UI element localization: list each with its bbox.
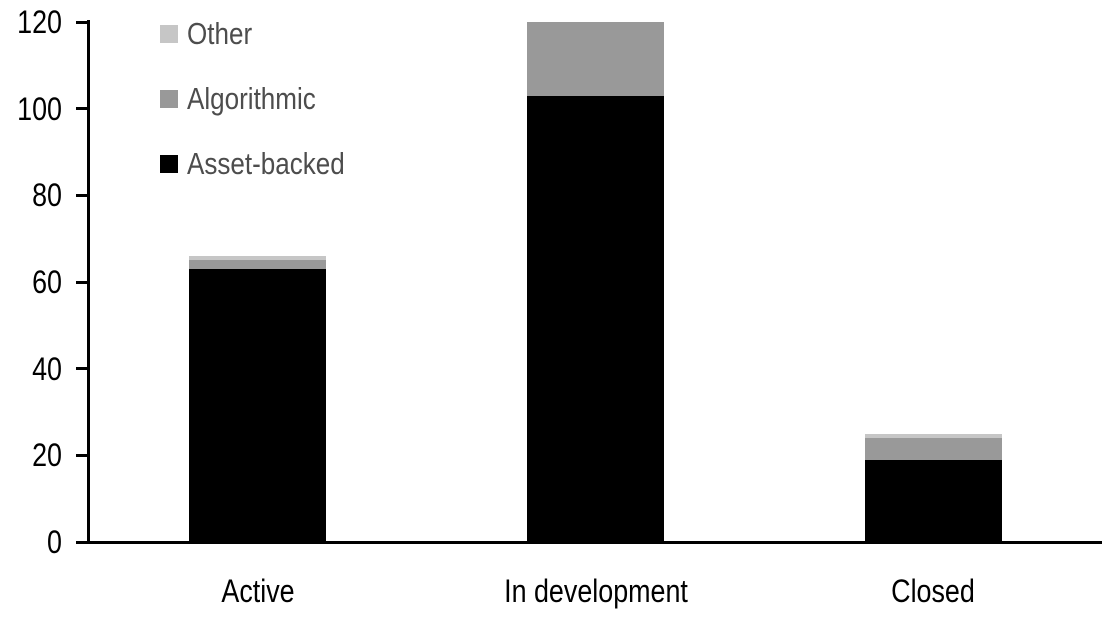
bar-segment-active-asset-backed	[189, 269, 326, 542]
bar-segment-in-development-asset-backed	[527, 95, 664, 542]
y-tick-label-120: 120	[17, 4, 62, 40]
y-tick-label-100: 100	[17, 90, 62, 127]
y-tick-label-60: 60	[32, 264, 62, 300]
legend-item-asset-backed: Asset-backed	[160, 146, 375, 182]
y-tick-mark-100	[76, 107, 87, 111]
x-axis-line	[87, 541, 1102, 544]
y-tick-mark-80	[76, 193, 87, 197]
legend-swatch-algorithmic	[160, 90, 178, 108]
bar-segment-active-other	[189, 256, 326, 261]
bar-segment-active-algorithmic	[189, 260, 326, 269]
y-tick-mark-60	[76, 280, 87, 284]
y-tick-label-80: 80	[32, 177, 62, 214]
bar-active	[189, 22, 326, 542]
legend-item-algorithmic: Algorithmic	[160, 81, 340, 117]
y-tick-label-40: 40	[32, 350, 62, 387]
bar-segment-in-development-algorithmic	[527, 22, 664, 96]
legend-label-algorithmic: Algorithmic	[187, 81, 316, 116]
bar-segment-closed-other	[865, 433, 1002, 438]
y-tick-mark-120	[76, 20, 87, 24]
legend: Other Algorithmic Asset-backed	[160, 16, 420, 206]
bar-in-development	[527, 22, 664, 542]
x-axis-label-closed: Closed	[891, 573, 975, 609]
y-tick-label-0: 0	[47, 524, 62, 560]
y-tick-mark-0	[76, 540, 87, 544]
x-axis-label-active: Active	[221, 573, 295, 609]
legend-label-asset-backed: Asset-backed	[187, 146, 345, 181]
legend-swatch-asset-backed	[160, 155, 178, 173]
bar-segment-closed-asset-backed	[865, 459, 1002, 542]
y-tick-mark-40	[76, 367, 87, 371]
legend-label-other: Other	[187, 16, 253, 51]
y-axis-line	[87, 20, 90, 544]
legend-item-other: Other	[160, 16, 265, 52]
legend-swatch-other	[160, 25, 178, 43]
bar-closed	[865, 22, 1002, 542]
y-tick-label-20: 20	[32, 437, 62, 474]
y-tick-mark-20	[76, 453, 87, 457]
x-axis-label-in-development: In development	[504, 573, 688, 609]
bar-segment-closed-algorithmic	[865, 438, 1002, 460]
